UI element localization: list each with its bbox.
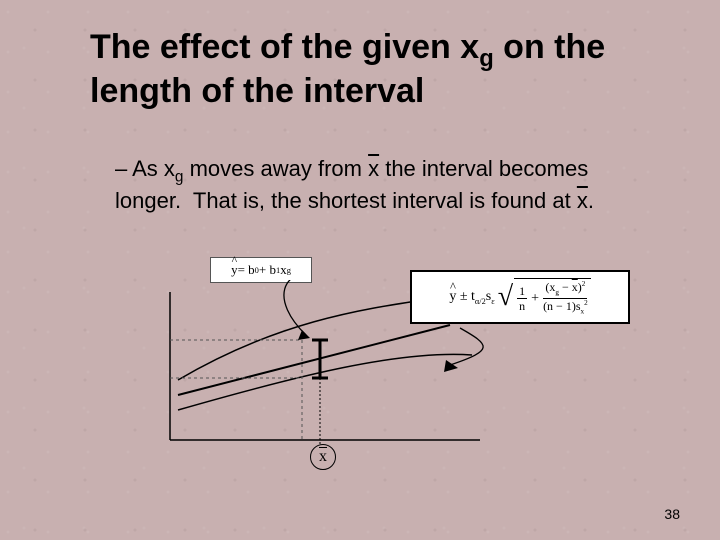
slide-title: The effect of the given xg on the length… (90, 28, 640, 111)
eq2-lhs: y ± tα/2sε (449, 289, 494, 306)
eq2-sqrt-body: 1 n + (xg − x)2 (n − 1)sx2 (514, 278, 591, 315)
eq2-frac1-num: 1 (517, 285, 527, 299)
bullet-text: – As xg moves away from x the interval b… (115, 155, 620, 214)
xbar-label: x (310, 444, 336, 470)
eq2-plus: + (531, 291, 539, 307)
eq2-frac1-den: n (519, 299, 525, 312)
eq2-frac2: (xg − x)2 (n − 1)sx2 (543, 281, 588, 315)
lower-bound-curve (178, 354, 472, 410)
regression-line (178, 325, 450, 395)
arrow-from-eq2 (450, 328, 483, 365)
arrow-from-eq2-head (444, 360, 458, 372)
eq2-frac1: 1 n (517, 285, 527, 312)
arrow-from-eq1 (284, 280, 322, 335)
eq2-frac2-den: (n − 1)sx2 (543, 299, 588, 316)
page-number: 38 (664, 506, 680, 522)
equation-interval-formula: y ± tα/2sε √ 1 n + (xg − x)2 (n − 1)sx2 (410, 270, 630, 324)
eq2-frac2-num: (xg − x)2 (543, 281, 587, 299)
arrow-from-eq1-head (298, 330, 310, 340)
eq2-radical: √ (498, 281, 513, 313)
